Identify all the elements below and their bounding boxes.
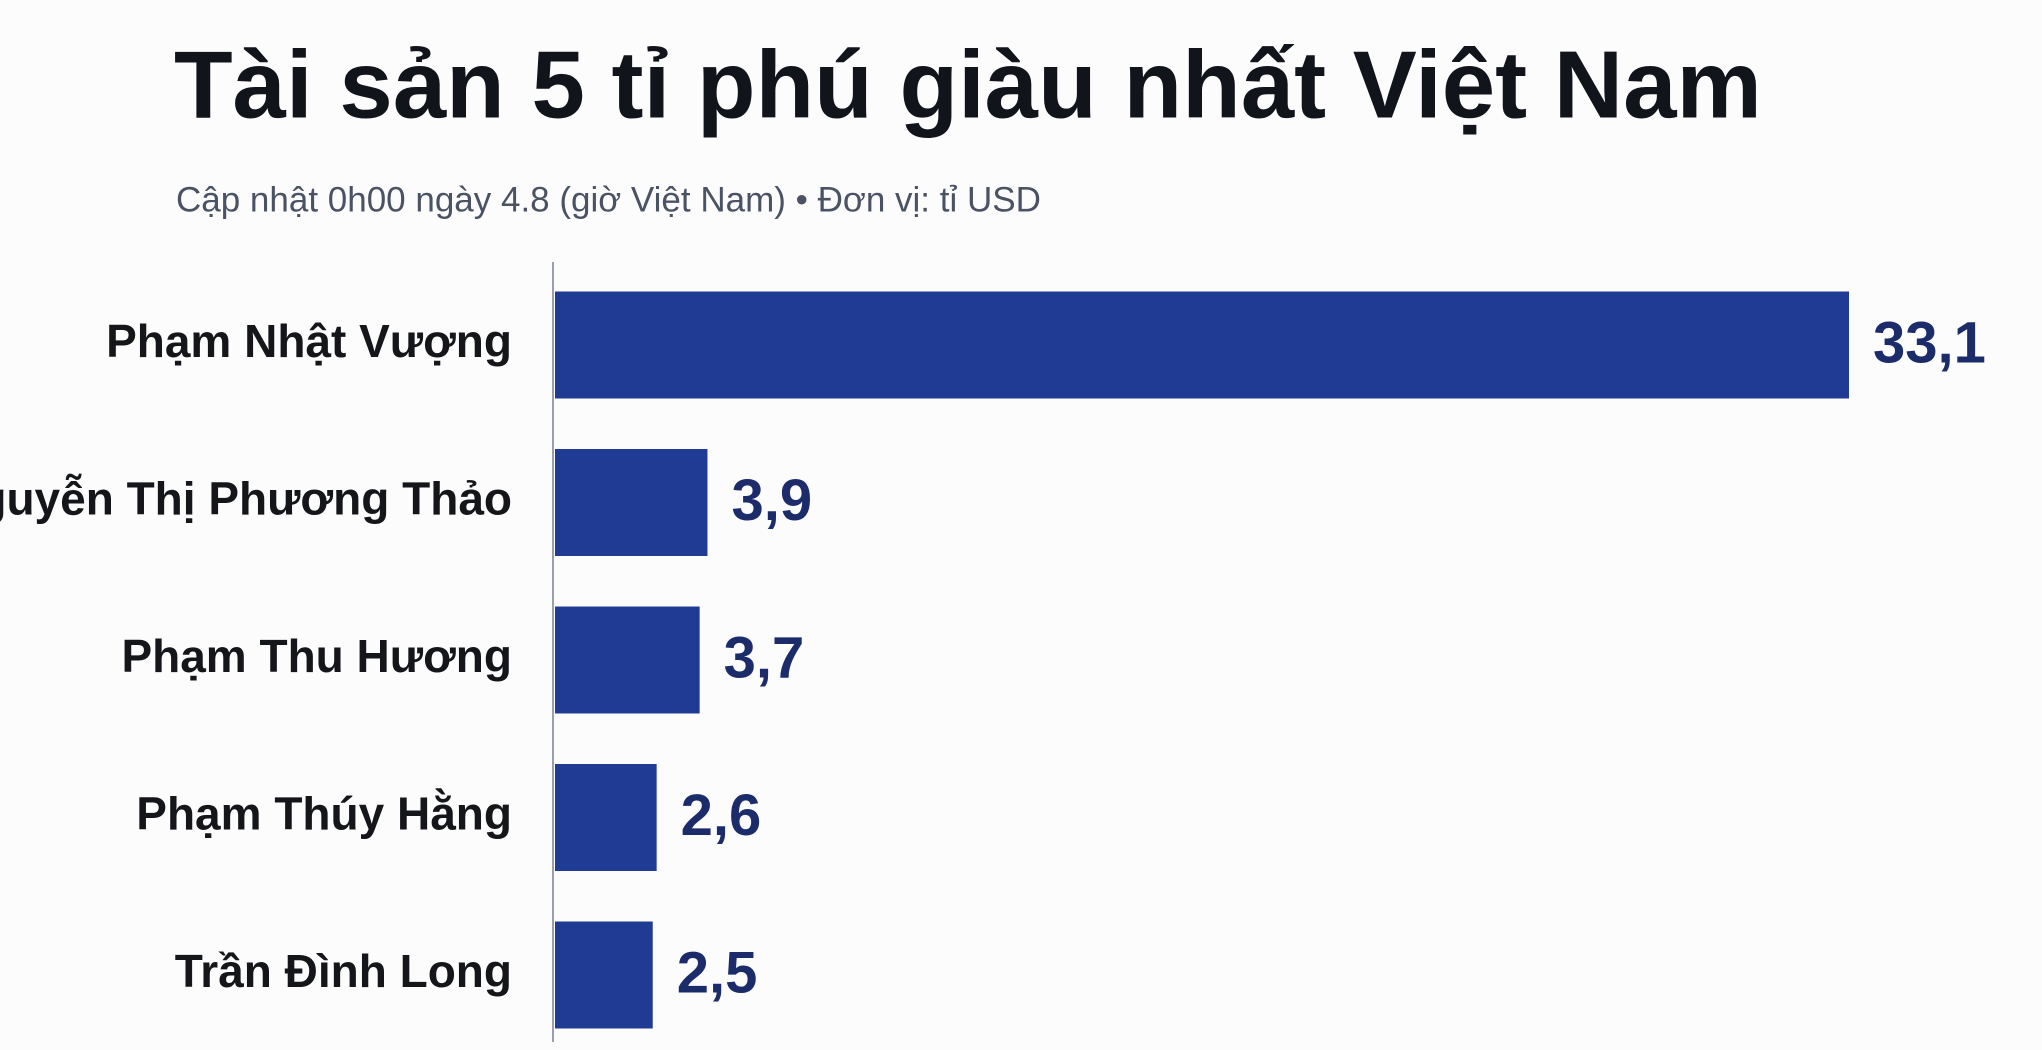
value-label: 2,5: [677, 940, 758, 1005]
value-label: 3,7: [724, 625, 805, 690]
bar: [555, 291, 1849, 399]
category-label: Phạm Nhật Vượng: [106, 315, 512, 367]
bar: [555, 921, 653, 1029]
value-label: 3,9: [731, 468, 812, 533]
chart-subtitle: Cập nhật 0h00 ngày 4.8 (giờ Việt Nam) • …: [176, 180, 1041, 219]
bar: [555, 606, 700, 714]
category-label: Phạm Thu Hương: [121, 630, 512, 682]
category-label: Nguyễn Thị Phương Thảo: [0, 473, 512, 525]
chart-title: Tài sản 5 tỉ phú giàu nhất Việt Nam: [174, 31, 1762, 138]
bar: [555, 764, 657, 871]
category-label: Phạm Thúy Hằng: [136, 788, 512, 840]
value-label: 33,1: [1873, 310, 1986, 375]
value-label: 2,6: [681, 783, 762, 848]
category-label: Trần Đình Long: [175, 945, 512, 997]
bar: [555, 449, 708, 556]
